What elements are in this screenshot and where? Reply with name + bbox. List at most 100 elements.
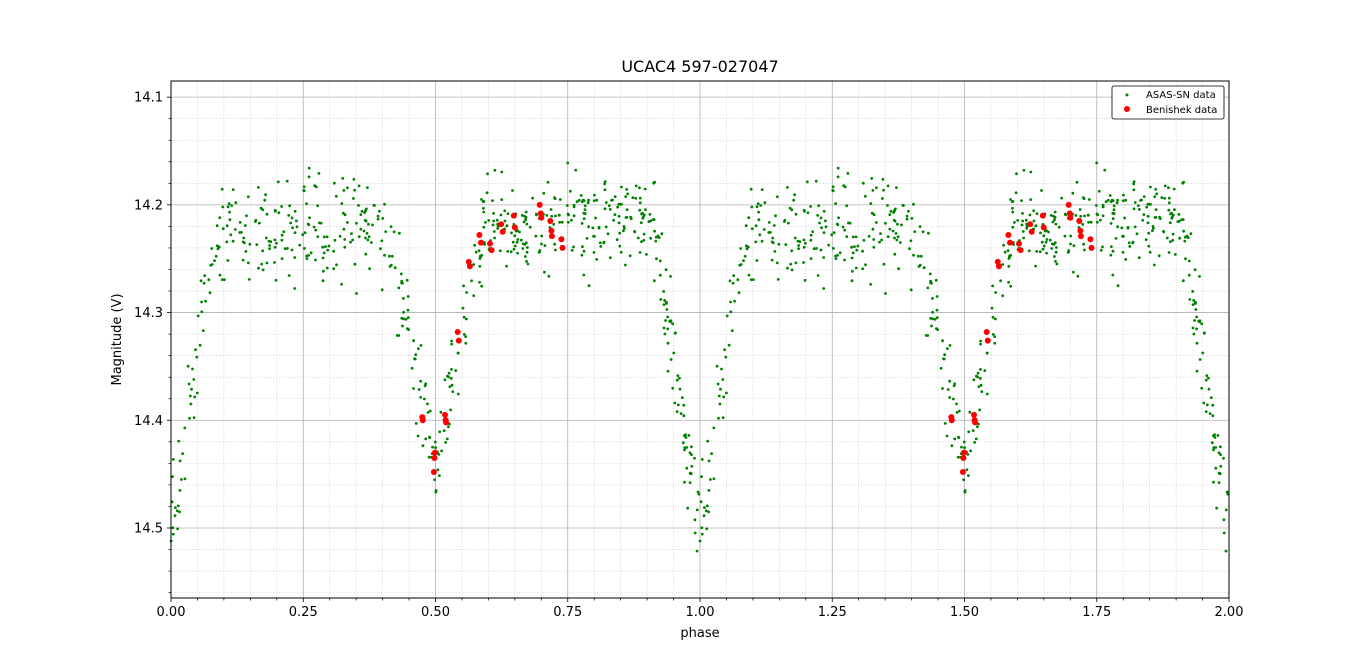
- benishek-point: [1007, 239, 1013, 246]
- asas-sn-point: [770, 258, 774, 262]
- asas-sn-point: [1219, 453, 1222, 456]
- asas-sn-point: [755, 205, 759, 209]
- asas-sn-point: [725, 391, 728, 395]
- asas-sn-point: [1147, 244, 1151, 248]
- asas-sn-point: [817, 204, 821, 208]
- asas-sn-point: [851, 235, 855, 239]
- asas-sn-point: [286, 247, 289, 250]
- asas-sn-point: [1192, 299, 1195, 302]
- asas-sn-point: [770, 240, 774, 244]
- asas-sn-point: [909, 239, 913, 243]
- asas-sn-point: [712, 426, 716, 430]
- asas-sn-point: [933, 317, 937, 321]
- asas-sn-point: [550, 214, 554, 218]
- asas-sn-point: [547, 274, 551, 278]
- asas-sn-point: [1101, 214, 1105, 218]
- asas-sn-point: [924, 334, 928, 337]
- asas-sn-point: [404, 317, 408, 321]
- asas-sn-point: [226, 259, 230, 262]
- asas-sn-point: [493, 236, 496, 240]
- asas-sn-point: [657, 236, 661, 240]
- asas-sn-point: [343, 238, 347, 241]
- asas-sn-point: [1053, 255, 1056, 258]
- asas-sn-point: [549, 208, 553, 211]
- asas-sn-point: [638, 196, 642, 200]
- asas-sn-point: [1011, 210, 1015, 214]
- asas-sn-point: [636, 236, 640, 240]
- asas-sn-point: [755, 259, 759, 262]
- asas-sn-point: [1147, 231, 1151, 235]
- asas-sn-point: [706, 439, 710, 443]
- asas-sn-point: [368, 267, 371, 271]
- asas-sn-point: [380, 288, 384, 292]
- asas-sn-point: [685, 446, 689, 449]
- asas-sn-point: [832, 247, 835, 250]
- asas-sn-point: [870, 177, 874, 180]
- asas-sn-point: [414, 353, 418, 357]
- asas-sn-point: [209, 263, 213, 267]
- asas-sn-point: [241, 240, 245, 244]
- asas-sn-point: [362, 229, 366, 233]
- asas-sn-point: [805, 180, 809, 184]
- asas-sn-point: [1050, 247, 1054, 250]
- asas-sn-point: [1063, 234, 1067, 238]
- asas-sn-point: [265, 212, 269, 216]
- asas-sn-point: [1120, 226, 1124, 230]
- asas-sn-point: [293, 256, 297, 259]
- asas-sn-point: [979, 383, 983, 387]
- asas-sn-point: [342, 227, 346, 231]
- asas-sn-point: [983, 369, 987, 372]
- asas-sn-point: [472, 294, 476, 298]
- asas-sn-point: [1204, 378, 1208, 382]
- asas-sn-point: [592, 251, 596, 254]
- asas-sn-point: [1060, 196, 1063, 200]
- asas-sn-point: [963, 490, 967, 494]
- asas-sn-point: [582, 249, 586, 253]
- asas-sn-point: [1214, 466, 1218, 470]
- asas-sn-point: [217, 245, 220, 249]
- asas-sn-point: [241, 258, 245, 262]
- asas-sn-point: [1032, 209, 1036, 213]
- asas-sn-point: [365, 232, 369, 235]
- asas-sn-point: [543, 244, 547, 248]
- asas-sn-point: [1082, 197, 1086, 201]
- benishek-point: [1087, 236, 1094, 243]
- asas-sn-point: [884, 221, 887, 225]
- benishek-point: [971, 411, 977, 418]
- asas-sn-point: [875, 221, 878, 224]
- asas-sn-point: [703, 506, 706, 509]
- asas-sn-point: [985, 351, 989, 355]
- asas-sn-point: [721, 378, 725, 381]
- asas-sn-point: [700, 458, 704, 461]
- asas-sn-point: [1015, 172, 1018, 176]
- asas-sn-point: [221, 227, 225, 231]
- asas-sn-point: [993, 341, 997, 345]
- asas-sn-point: [930, 324, 933, 328]
- asas-sn-point: [618, 231, 622, 235]
- asas-sn-point: [178, 489, 182, 492]
- asas-sn-point: [832, 231, 836, 235]
- asas-sn-point: [1055, 246, 1058, 249]
- asas-sn-point: [586, 201, 590, 205]
- asas-sn-point: [978, 408, 981, 412]
- asas-sn-point: [267, 239, 271, 243]
- asas-sn-point: [1141, 218, 1145, 222]
- asas-sn-point: [598, 241, 602, 245]
- asas-sn-point: [1133, 201, 1137, 204]
- asas-sn-point: [280, 257, 284, 260]
- asas-sn-point: [1180, 218, 1184, 221]
- asas-sn-point: [333, 238, 337, 242]
- asas-sn-point: [443, 378, 447, 382]
- asas-sn-point: [1186, 236, 1190, 240]
- asas-sn-point: [750, 227, 754, 231]
- asas-sn-point: [893, 252, 897, 256]
- asas-sn-point: [572, 203, 576, 207]
- asas-sn-point: [1211, 403, 1215, 407]
- asas-sn-point: [208, 291, 212, 295]
- asas-sn-point: [1082, 242, 1085, 246]
- asas-sn-point: [612, 218, 616, 222]
- asas-sn-point: [913, 230, 917, 234]
- asas-sn-point: [389, 263, 393, 267]
- asas-sn-point: [1049, 214, 1053, 217]
- asas-sn-point: [774, 214, 777, 218]
